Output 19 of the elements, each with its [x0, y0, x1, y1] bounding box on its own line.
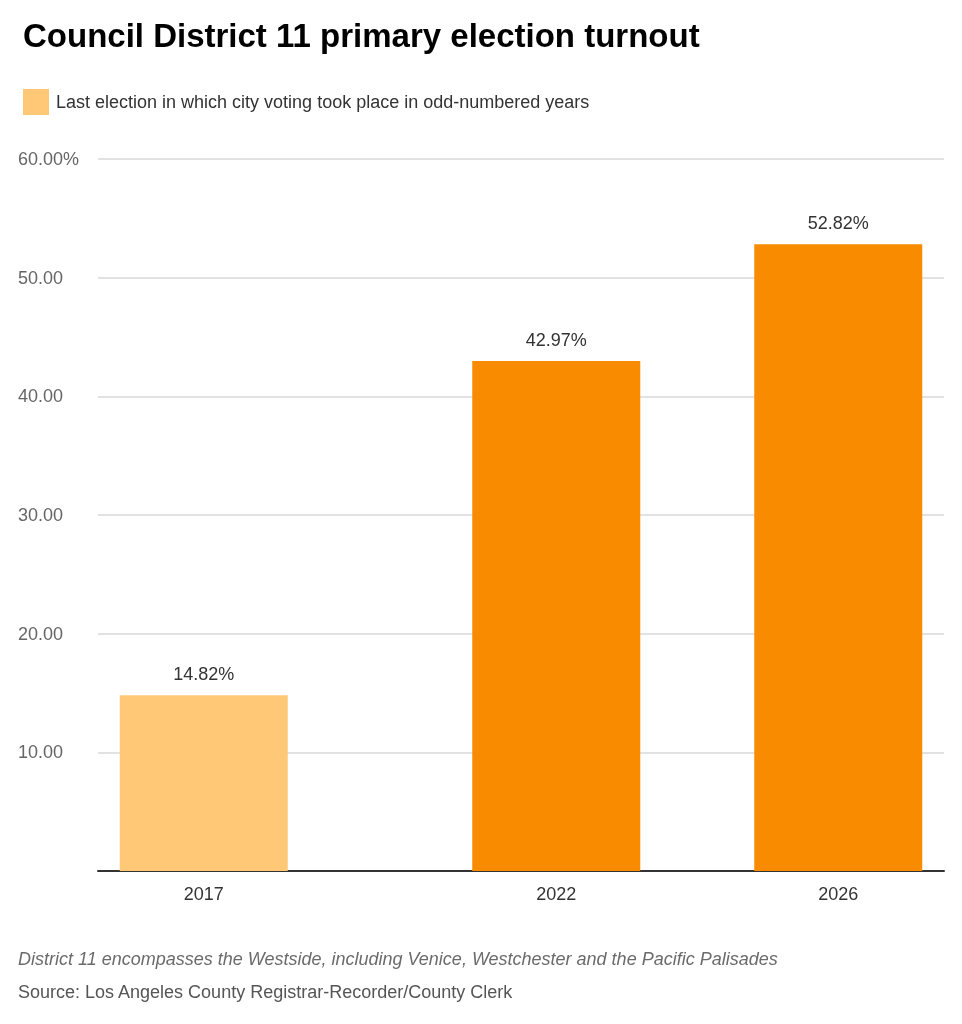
y-tick-label: 50.00	[18, 267, 64, 288]
data-label: 52.82%	[807, 213, 869, 234]
x-tick-label: 2017	[183, 884, 224, 904]
bar	[472, 361, 641, 871]
bar	[754, 244, 923, 871]
x-tick-label: 2026	[818, 884, 859, 904]
bar	[119, 695, 288, 871]
text: District 11 encompasses the Westside, including Venice, Westchester and the Pacific Palisades	[18, 949, 778, 969]
data-label: 42.97%	[525, 330, 587, 351]
x-tick-label: 2022	[536, 884, 577, 904]
y-tick-label: 60.00%	[18, 149, 80, 169]
legend-label: Last election in which city voting took place in odd-numbered years	[56, 92, 590, 112]
source-note: Source: Los Angeles County Registrar-Recorder/County Clerk	[18, 982, 514, 1002]
y-tick-label: 10.00	[18, 742, 64, 763]
data-label: 14.82%	[173, 664, 235, 685]
y-tick-label: 30.00	[18, 505, 64, 525]
chart-title: Council District 11 primary election turnout	[23, 17, 700, 54]
y-tick-label: 20.00	[18, 623, 64, 644]
y-tick-label: 40.00	[18, 386, 64, 407]
